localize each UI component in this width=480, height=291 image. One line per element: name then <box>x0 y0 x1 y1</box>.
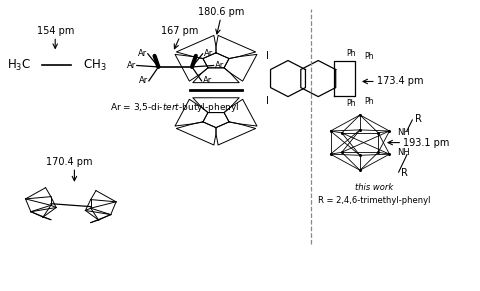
Text: R: R <box>401 168 408 178</box>
Text: Ar: Ar <box>215 61 224 70</box>
Text: 170.4 pm: 170.4 pm <box>47 157 93 166</box>
Text: Ar: Ar <box>127 61 136 70</box>
Text: 180.6 pm: 180.6 pm <box>198 7 244 17</box>
Text: 167 pm: 167 pm <box>161 26 199 36</box>
Text: H$_3$C: H$_3$C <box>7 58 31 73</box>
Text: Ar: Ar <box>139 77 148 85</box>
Text: this work: this work <box>355 183 394 192</box>
Text: 173.4 pm: 173.4 pm <box>377 77 423 86</box>
Text: R: R <box>415 114 421 124</box>
Text: Ar: Ar <box>204 49 213 58</box>
Text: R = 2,4,6-trimethyl-phenyl: R = 2,4,6-trimethyl-phenyl <box>318 196 431 205</box>
Text: Ar: Ar <box>203 77 212 85</box>
Text: Ph: Ph <box>347 49 356 58</box>
Text: I: I <box>266 51 269 61</box>
Text: 193.1 pm: 193.1 pm <box>403 138 450 148</box>
Text: 154 pm: 154 pm <box>36 26 74 36</box>
Text: Ar: Ar <box>138 49 147 58</box>
Text: I: I <box>266 96 269 106</box>
Text: Ar = 3,5-di-$\it{tert}$-butyl-phenyl: Ar = 3,5-di-$\it{tert}$-butyl-phenyl <box>110 101 240 114</box>
Text: NH: NH <box>397 148 410 157</box>
Text: Ph: Ph <box>364 52 373 61</box>
Text: NH: NH <box>397 128 410 137</box>
Text: Ph: Ph <box>364 97 373 106</box>
Text: CH$_3$: CH$_3$ <box>83 58 106 73</box>
Text: Ph: Ph <box>347 99 356 108</box>
